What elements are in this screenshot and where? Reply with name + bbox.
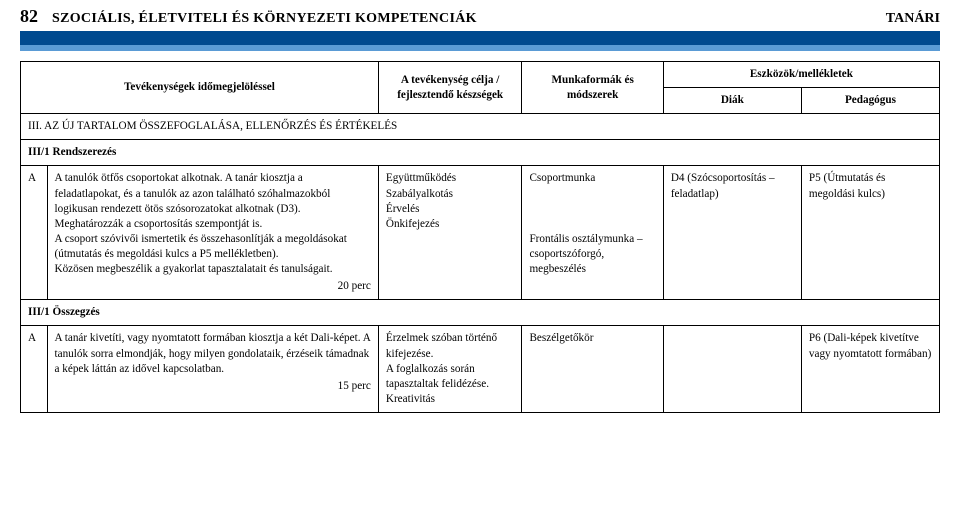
th-tools: Eszközök/mellékletek [663, 62, 939, 88]
header-bar-light [20, 45, 940, 51]
page-header: 82 SZOCIÁLIS, ÉLETVITELI ÉS KÖRNYEZETI K… [0, 0, 960, 31]
lesson-table: Tevékenységek időmegjelöléssel A tevéken… [20, 61, 940, 413]
section-title-row: III. AZ ÚJ TARTALOM ÖSSZEFOGLALÁSA, ELLE… [21, 114, 940, 140]
th-skills: A tevékenység célja / fejlesztendő készs… [378, 62, 522, 114]
th-workforms: Munkaformák és módszerek [522, 62, 663, 114]
page-title: SZOCIÁLIS, ÉLETVITELI ÉS KÖRNYEZETI KOMP… [52, 11, 477, 27]
section-title-cell: III. AZ ÚJ TARTALOM ÖSSZEFOGLALÁSA, ELLE… [21, 114, 940, 140]
table-row-2: A A tanár kivetíti, vagy nyomtatott form… [21, 326, 940, 413]
content-area: Tevékenységek időmegjelöléssel A tevéken… [0, 61, 960, 413]
row1-activity: A tanulók ötfős csoportokat alkotnak. A … [47, 166, 378, 300]
row2-student [663, 326, 801, 413]
row2-letter: A [21, 326, 48, 413]
row1-skills: Együttműködés Szabályalkotás Érvelés Önk… [378, 166, 522, 300]
th-teacher: Pedagógus [801, 88, 939, 114]
row2-activity-text: A tanár kivetíti, vagy nyomtatott formáb… [55, 332, 371, 374]
page-number: 82 [20, 6, 38, 27]
row2-activity: A tanár kivetíti, vagy nyomtatott formáb… [47, 326, 378, 413]
page-role: TANÁRI [886, 11, 940, 27]
row1-time: 20 perc [55, 279, 371, 294]
th-student: Diák [663, 88, 801, 114]
row1-student: D4 (Szócsoportosítás – feladatlap) [663, 166, 801, 300]
row1-letter: A [21, 166, 48, 300]
subsection1-cell: III/1 Rendszerezés [21, 140, 940, 166]
th-activities: Tevékenységek időmegjelöléssel [21, 62, 379, 114]
table-row-1: A A tanulók ötfős csoportokat alkotnak. … [21, 166, 940, 300]
subsection2-cell: III/1 Összegzés [21, 300, 940, 326]
row1-activity-text: A tanulók ötfős csoportokat alkotnak. A … [55, 172, 347, 275]
row1-teacher: P5 (Útmutatás és megoldási kulcs) [801, 166, 939, 300]
subsection2-row: III/1 Összegzés [21, 300, 940, 326]
row2-workforms: Beszélgetőkör [522, 326, 663, 413]
subsection1-row: III/1 Rendszerezés [21, 140, 940, 166]
row2-teacher: P6 (Dali-képek kivetítve vagy nyomtatott… [801, 326, 939, 413]
row2-skills: Érzelmek szóban történő kifejezése. A fo… [378, 326, 522, 413]
header-bar-dark [20, 31, 940, 45]
table-header-row1: Tevékenységek időmegjelöléssel A tevéken… [21, 62, 940, 88]
row1-workforms: Csoportmunka Frontális osztálymunka – cs… [522, 166, 663, 300]
row2-time: 15 perc [55, 379, 371, 394]
section-title: III. AZ ÚJ TARTALOM ÖSSZEFOGLALÁSA, ELLE… [28, 120, 397, 132]
